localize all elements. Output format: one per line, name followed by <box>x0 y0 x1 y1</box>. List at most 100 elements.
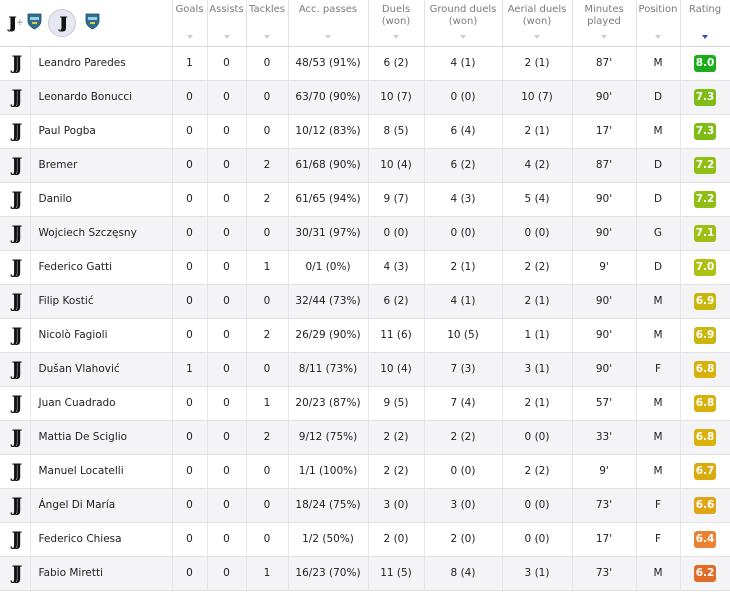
column-assists[interactable]: Assists <box>207 0 247 47</box>
column-duels[interactable]: Duels (won) <box>368 0 425 47</box>
table-row[interactable]: JJ Juan Cuadrado 0 0 1 20/23 (87%) 9 (5) 7 (4) 2… <box>0 386 730 421</box>
sort-arrow-icon <box>655 34 661 39</box>
player-name[interactable]: Federico Gatti <box>30 250 173 285</box>
player-name[interactable]: Federico Chiesa <box>30 522 173 557</box>
aerial-duels-cell: 0 (0) <box>502 216 573 251</box>
rating-cell: 6.8 <box>680 386 730 421</box>
rating-badge: 7.0 <box>694 258 716 276</box>
rating-cell: 7.2 <box>680 148 730 183</box>
assists-cell: 0 <box>207 46 247 81</box>
table-row[interactable]: JJ Federico Gatti 0 0 1 0/1 (0%) 4 (3) 2 (1) 2 (… <box>0 250 730 285</box>
column-tackles[interactable]: Tackles <box>246 0 289 47</box>
column-minutes-played[interactable]: Minutes played <box>572 0 637 47</box>
ground-duels-cell: 7 (3) <box>424 352 503 387</box>
column-position[interactable]: Position <box>636 0 681 47</box>
aerial-duels-cell: 0 (0) <box>502 420 573 455</box>
table-row[interactable]: JJ Manuel Locatelli 0 0 0 1/1 (100%) 2 (2) 0 (0… <box>0 454 730 489</box>
column-goals[interactable]: Goals <box>172 0 208 47</box>
player-name[interactable]: Bremer <box>30 148 173 183</box>
player-name[interactable]: Paul Pogba <box>30 114 173 149</box>
aerial-duels-cell: 4 (2) <box>502 148 573 183</box>
assists-cell: 0 <box>207 318 247 353</box>
assists-cell: 0 <box>207 284 247 319</box>
table-row[interactable]: JJ Mattia De Sciglio 0 0 2 9/12 (75%) 2 (2) 2 (… <box>0 420 730 455</box>
juventus-crest-icon[interactable]: JJ <box>8 12 17 32</box>
goals-cell: 0 <box>172 216 208 251</box>
duels-sublabel: (won) <box>381 16 411 27</box>
minutes-played-cell: 90' <box>572 318 637 353</box>
acc-passes-cell: 10/12 (83%) <box>288 114 369 149</box>
juventus-filter-button[interactable]: JJ <box>47 9 76 37</box>
rating-badge: 6.8 <box>694 394 716 412</box>
player-name[interactable]: Nicolò Fagioli <box>30 318 173 353</box>
player-name[interactable]: Wojciech Szczęsny <box>30 216 173 251</box>
player-name[interactable]: Danilo <box>30 182 173 217</box>
sort-arrow-icon <box>264 34 270 39</box>
team-crest-cell: JJ <box>0 250 31 285</box>
player-name[interactable]: Mattia De Sciglio <box>30 420 173 455</box>
player-rows: JJ Leandro Paredes 1 0 0 48/53 (91%) 6 (2) 4 (1… <box>0 46 730 591</box>
assists-cell: 0 <box>207 454 247 489</box>
assists-cell: 0 <box>207 386 247 421</box>
rating-badge: 6.8 <box>694 360 716 378</box>
aerial-duels-cell: 10 (7) <box>502 80 573 115</box>
table-row[interactable]: JJ Dušan Vlahović 1 0 0 8/11 (73%) 10 (4) 7 (3)… <box>0 352 730 387</box>
acc-passes-cell: 1/2 (50%) <box>288 522 369 557</box>
table-row[interactable]: JJ Danilo 0 0 2 61/65 (94%) 9 (7) 4 (3) 5 (4) 90'… <box>0 182 730 217</box>
juventus-crest-icon: JJ <box>11 561 22 584</box>
table-row[interactable]: JJ Wojciech Szczęsny 0 0 0 30/31 (97%) 0 (0) 0 … <box>0 216 730 251</box>
juventus-crest-icon: JJ <box>11 153 22 176</box>
column-ground-duels[interactable]: Ground duels (won) <box>424 0 503 47</box>
ground-duels-cell: 6 (2) <box>424 148 503 183</box>
table-row[interactable]: JJ Paul Pogba 0 0 0 10/12 (83%) 8 (5) 6 (4) 2 (1… <box>0 114 730 149</box>
ground-duels-sublabel: (won) <box>448 16 478 27</box>
table-row[interactable]: JJ Ángel Di María 0 0 0 18/24 (75%) 3 (0) 3 (0)… <box>0 488 730 523</box>
player-name[interactable]: Fabio Miretti <box>30 556 173 591</box>
minutes-played-cell: 33' <box>572 420 637 455</box>
lecce-crest-icon[interactable] <box>27 13 42 34</box>
team-crest-cell: JJ <box>0 216 31 251</box>
player-name[interactable]: Juan Cuadrado <box>30 386 173 421</box>
rating-cell: 6.4 <box>680 522 730 557</box>
table-row[interactable]: JJ Leandro Paredes 1 0 0 48/53 (91%) 6 (2) 4 (1… <box>0 46 730 81</box>
team-filter: JJ + JJ <box>0 0 173 47</box>
minutes-played-cell: 17' <box>572 522 637 557</box>
team-crest-cell: JJ <box>0 488 31 523</box>
goals-cell: 0 <box>172 386 208 421</box>
rating-cell: 7.0 <box>680 250 730 285</box>
rating-badge: 8.0 <box>694 54 716 72</box>
column-rating[interactable]: Rating <box>680 0 730 47</box>
table-row[interactable]: JJ Nicolò Fagioli 0 0 2 26/29 (90%) 11 (6) 10 (… <box>0 318 730 353</box>
column-aerial-duels[interactable]: Aerial duels (won) <box>502 0 573 47</box>
player-name[interactable]: Filip Kostić <box>30 284 173 319</box>
table-row[interactable]: JJ Bremer 0 0 2 61/68 (90%) 10 (4) 6 (2) 4 (2) 87… <box>0 148 730 183</box>
goals-cell: 1 <box>172 352 208 387</box>
table-row[interactable]: JJ Leonardo Bonucci 0 0 0 63/70 (90%) 10 (7) 0 … <box>0 80 730 115</box>
acc-passes-cell: 63/70 (90%) <box>288 80 369 115</box>
team-crest-cell: JJ <box>0 284 31 319</box>
lecce-filter-button[interactable] <box>85 13 100 34</box>
player-name[interactable]: Leandro Paredes <box>30 46 173 81</box>
team-crest-cell: JJ <box>0 148 31 183</box>
player-name[interactable]: Manuel Locatelli <box>30 454 173 489</box>
position-cell: F <box>636 522 681 557</box>
position-cell: M <box>636 46 681 81</box>
acc-passes-cell: 9/12 (75%) <box>288 420 369 455</box>
minutes-played-cell: 90' <box>572 284 637 319</box>
table-row[interactable]: JJ Fabio Miretti 0 0 1 16/23 (70%) 11 (5) 8 (4)… <box>0 556 730 591</box>
duels-label: Duels <box>381 4 411 15</box>
tackles-cell: 1 <box>246 386 289 421</box>
table-row[interactable]: JJ Filip Kostić 0 0 0 32/44 (73%) 6 (2) 4 (1) 2 … <box>0 284 730 319</box>
aerial-duels-cell: 2 (2) <box>502 250 573 285</box>
minutes-played-cell: 9' <box>572 250 637 285</box>
table-row[interactable]: JJ Federico Chiesa 0 0 0 1/2 (50%) 2 (0) 2 (0) 0… <box>0 522 730 557</box>
tackles-cell: 0 <box>246 80 289 115</box>
player-name[interactable]: Leonardo Bonucci <box>30 80 173 115</box>
player-name[interactable]: Dušan Vlahović <box>30 352 173 387</box>
rating-badge: 6.2 <box>694 564 716 582</box>
position-cell: D <box>636 250 681 285</box>
juventus-crest-icon: JJ <box>11 221 22 244</box>
player-name[interactable]: Ángel Di María <box>30 488 173 523</box>
column-acc-passes[interactable]: Acc. passes <box>288 0 369 47</box>
